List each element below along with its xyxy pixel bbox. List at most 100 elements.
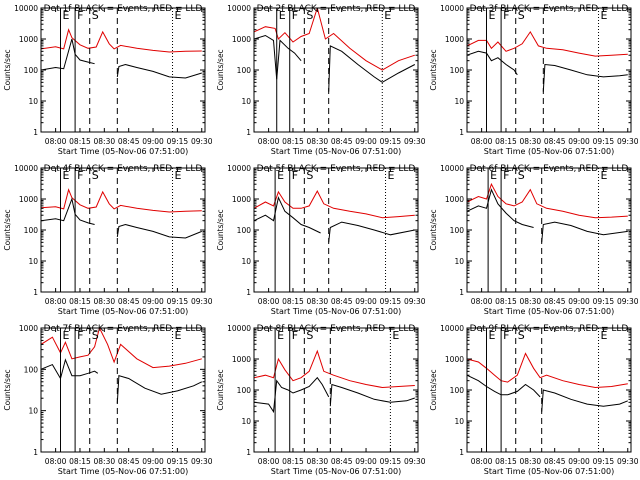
panel-title: Det 4f BLACK = Events, RED = LLD xyxy=(44,164,203,174)
x-tick-label: 08:30 xyxy=(307,457,329,466)
x-tick-label: 08:45 xyxy=(118,297,140,306)
time-marker-label: E xyxy=(388,169,395,182)
y-tick-label: 10 xyxy=(454,257,464,266)
x-tick-label: 08:15 xyxy=(69,137,91,146)
time-marker-label: E xyxy=(384,9,391,22)
y-tick-label: 1 xyxy=(459,288,464,297)
y-axis-label: Counts/sec xyxy=(216,49,225,90)
y-tick-label: 10 xyxy=(28,97,38,106)
events-series-line xyxy=(467,50,628,92)
series-group xyxy=(467,182,628,243)
time-marker-label: E xyxy=(488,9,495,22)
events-series-line xyxy=(41,38,202,79)
time-marker-label: E xyxy=(62,329,69,342)
y-tick-label: 10000 xyxy=(14,4,38,13)
x-tick-label: 08:15 xyxy=(69,457,91,466)
series-group xyxy=(41,188,202,239)
x-tick-label: 08:00 xyxy=(471,297,493,306)
series-group xyxy=(467,30,628,92)
y-tick-label: 1000 xyxy=(445,355,464,364)
x-tick-label: 09:00 xyxy=(568,137,590,146)
x-tick-label: 09:15 xyxy=(380,137,402,146)
time-marker-label: E xyxy=(277,329,284,342)
y-tick-label: 1 xyxy=(246,288,251,297)
y-tick-label: 100 xyxy=(450,66,465,75)
x-tick-label: 09:30 xyxy=(191,137,213,146)
time-marker-label: E xyxy=(62,169,69,182)
y-tick-label: 100 xyxy=(450,386,465,395)
x-tick-label: 09:30 xyxy=(404,297,426,306)
y-tick-label: 100 xyxy=(24,66,39,75)
lld-series-line xyxy=(467,352,628,389)
x-tick-label: 09:15 xyxy=(593,297,615,306)
series-group xyxy=(254,349,415,414)
x-tick-label: 09:15 xyxy=(167,297,189,306)
panel-title: Det 3f BLACK = Events, RED = LLD xyxy=(470,4,629,14)
x-tick-label: 08:30 xyxy=(520,297,542,306)
x-tick-label: 08:00 xyxy=(45,137,67,146)
x-tick-label: 08:30 xyxy=(520,457,542,466)
y-tick-label: 1000 xyxy=(445,35,464,44)
x-tick-label: 08:45 xyxy=(331,137,353,146)
y-axis-label: Counts/sec xyxy=(3,49,12,90)
panel-title: Det 5f BLACK = Events, RED = LLD xyxy=(257,164,416,174)
plot-frame xyxy=(40,327,206,453)
x-axis-label: Start Time (05-Nov-06 07:51:00) xyxy=(484,307,614,316)
y-tick-label: 1000 xyxy=(232,195,251,204)
x-axis-label: Start Time (05-Nov-06 07:51:00) xyxy=(58,307,188,316)
y-tick-label: 1 xyxy=(246,448,251,457)
x-tick-label: 09:30 xyxy=(404,137,426,146)
y-tick-label: 1000 xyxy=(232,355,251,364)
x-tick-label: 09:00 xyxy=(142,457,164,466)
x-tick-label: 08:00 xyxy=(471,137,493,146)
x-tick-label: 08:00 xyxy=(258,457,280,466)
x-tick-label: 09:30 xyxy=(617,137,639,146)
y-tick-label: 1000 xyxy=(19,35,38,44)
panel-title: Det 8f BLACK = Events, RED = LLD xyxy=(257,324,416,334)
time-marker-label: F xyxy=(503,9,509,22)
time-marker-label: F xyxy=(77,169,83,182)
y-tick-label: 10 xyxy=(241,417,251,426)
y-tick-label: 10000 xyxy=(440,324,464,333)
y-axis-label: Counts/sec xyxy=(3,369,12,410)
x-axis-label: Start Time (05-Nov-06 07:51:00) xyxy=(58,147,188,156)
x-tick-label: 08:45 xyxy=(544,297,566,306)
lld-series-line xyxy=(41,328,202,369)
y-tick-label: 1 xyxy=(33,288,38,297)
x-tick-label: 08:30 xyxy=(94,297,116,306)
x-tick-label: 08:45 xyxy=(544,137,566,146)
x-tick-label: 08:45 xyxy=(331,297,353,306)
events-series-line xyxy=(467,374,628,412)
events-series-line xyxy=(41,197,202,239)
y-tick-label: 10000 xyxy=(227,164,251,173)
y-tick-label: 10000 xyxy=(440,4,464,13)
time-marker-label: E xyxy=(62,9,69,22)
y-tick-label: 1 xyxy=(33,128,38,137)
y-tick-label: 10000 xyxy=(14,164,38,173)
x-tick-label: 08:00 xyxy=(258,297,280,306)
y-tick-label: 1000 xyxy=(232,35,251,44)
events-series-line xyxy=(41,358,203,404)
lld-series-line xyxy=(254,349,415,389)
y-axis-label: Counts/sec xyxy=(429,369,438,410)
y-tick-label: 10000 xyxy=(227,4,251,13)
x-tick-label: 08:45 xyxy=(544,457,566,466)
time-marker-label: S xyxy=(306,329,313,342)
y-tick-label: 100 xyxy=(237,66,252,75)
y-tick-label: 1000 xyxy=(19,324,38,333)
panel-title: Det 6f BLACK = Events, RED = LLD xyxy=(470,164,629,174)
y-tick-label: 10000 xyxy=(227,324,251,333)
x-tick-label: 09:30 xyxy=(617,297,639,306)
time-marker-label: E xyxy=(279,9,286,22)
events-series-line xyxy=(254,34,416,92)
y-tick-label: 100 xyxy=(450,226,465,235)
lld-series-line xyxy=(41,188,202,213)
